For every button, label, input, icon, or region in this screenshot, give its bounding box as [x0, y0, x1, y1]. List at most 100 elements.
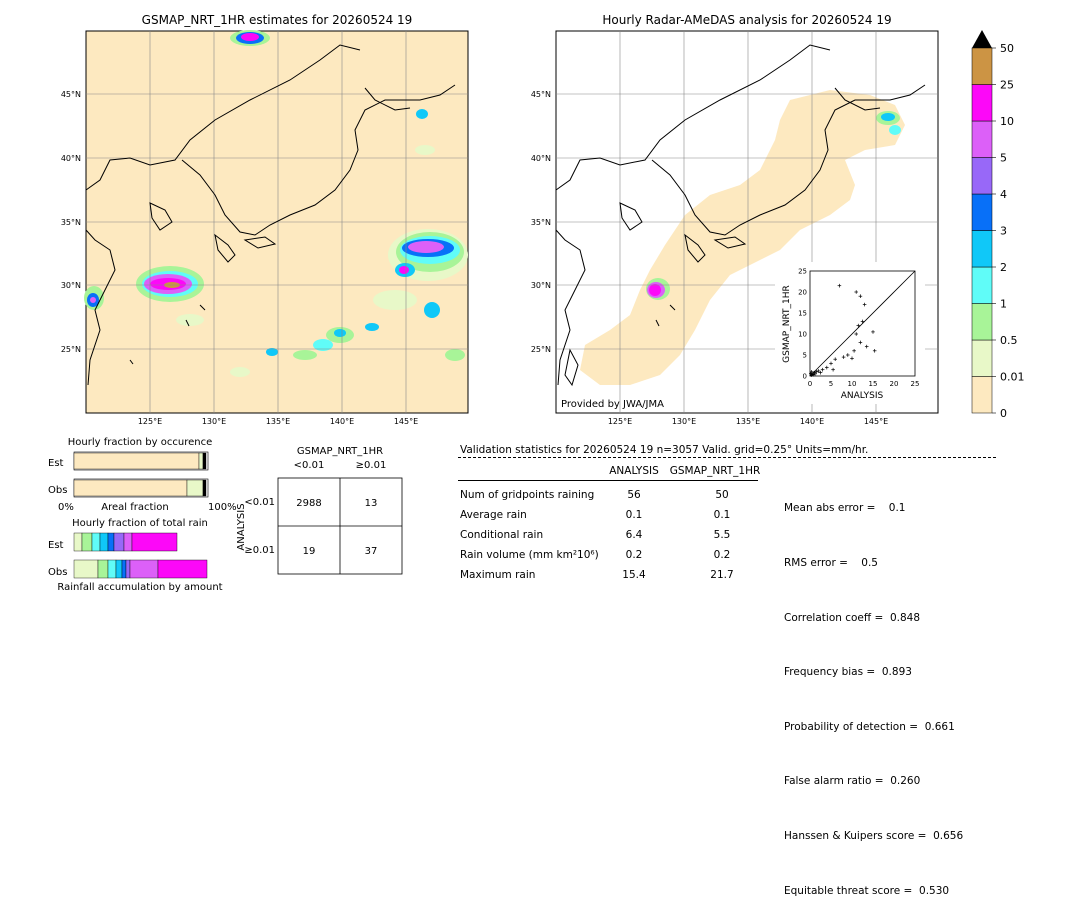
left-map: 45°N 40°N 35°N 30°N 25°N 125°E 130°E 135…: [61, 30, 469, 426]
contingency-col-header: ≥0.01: [355, 460, 387, 471]
right-map-coverage: [580, 90, 905, 385]
right-map-rain: [646, 111, 901, 300]
occurrence-est-bar: [73, 452, 200, 470]
scatter-point: [831, 367, 835, 372]
colorbar-box: [971, 84, 993, 122]
scatter-point: [814, 370, 819, 374]
scatter-x-tick: 25: [911, 380, 920, 388]
scatter-point: [837, 283, 842, 288]
total-row-label: Est: [48, 540, 64, 551]
left-lon-tick: 125°E: [138, 417, 162, 426]
score-line: Mean abs error = 0.1: [784, 502, 906, 515]
right-lat-tick: 45°N: [531, 90, 551, 99]
total-row-label: Obs: [48, 567, 67, 578]
colorbar-box: [971, 47, 993, 85]
right-map-lat-ticks: 45°N 40°N 35°N 30°N 25°N: [531, 90, 551, 354]
colorbar-label: 10: [1000, 115, 1014, 128]
occurrence-row-label: Est: [48, 458, 64, 469]
scatter-point: [846, 353, 850, 357]
scatter-plot: 0 5 10 15 20 25 0 5 10 15 20 25 ANALYSIS GSMAP_NRT…: [775, 262, 925, 404]
contingency-table: ANALYSIS <0.01 ≥0.01 2988 13 19 37: [236, 477, 403, 575]
validation-row: Num of gridpoints raining 56 50: [460, 489, 760, 501]
scatter-point: [872, 349, 877, 353]
left-lon-tick: 130°E: [202, 417, 226, 426]
validation-row: Rain volume (mm km²10⁶) 0.2 0.2: [460, 549, 760, 561]
validation-row-gsmap: 0.2: [713, 549, 731, 561]
scatter-point: [860, 319, 865, 324]
left-lat-tick: 35°N: [61, 218, 81, 227]
left-lon-tick: 145°E: [394, 417, 418, 426]
left-lat-tick: 25°N: [61, 345, 81, 354]
fraction-occurrence-chart: Est Obs 0% Areal fraction 100%: [48, 451, 237, 513]
contingency-row-header: <0.01: [244, 497, 275, 508]
scatter-point: [856, 323, 861, 328]
occurrence-axis-right: 100%: [208, 502, 237, 513]
validation-col-analysis: ANALYSIS: [609, 465, 659, 477]
scatter-point: [858, 294, 863, 298]
scatter-point: [825, 365, 829, 370]
scatter-xlabel: ANALYSIS: [841, 391, 884, 401]
left-map-coastline: [85, 44, 456, 386]
score-line: Equitable threat score = 0.530: [784, 884, 950, 897]
scatter-point: [818, 370, 823, 375]
scatter-x-tick: 5: [829, 380, 833, 388]
score-line: False alarm ratio = 0.260: [784, 775, 921, 788]
contingency-cell: 13: [365, 498, 378, 509]
contingency-col-header: <0.01: [293, 460, 325, 471]
colorbar-label: 3: [1000, 225, 1007, 238]
right-lon-tick: 145°E: [864, 417, 888, 426]
right-lon-tick: 135°E: [736, 417, 760, 426]
scatter-ylabel: GSMAP_NRT_1HR: [782, 285, 792, 363]
score-line: Hanssen & Kuipers score = 0.656: [784, 830, 964, 843]
colorbar: 0 0.01 0.5 1 2 3 4 5 10 25 50: [971, 30, 1025, 420]
scatter-point: [809, 370, 814, 374]
colorbar-extend-arrow: [972, 30, 992, 48]
scatter-point: [833, 357, 837, 361]
colorbar-label: 0.01: [1000, 371, 1025, 384]
scatter-y-tick: 25: [798, 268, 807, 276]
validation-row-label: Num of gridpoints raining: [460, 489, 595, 501]
validation-row-gsmap: 5.5: [713, 529, 731, 541]
scatter-point: [864, 344, 869, 349]
scatter-point: [871, 330, 875, 334]
colorbar-box: [971, 157, 993, 195]
validation-row-analysis: 0.1: [625, 509, 643, 521]
colorbar-box: [971, 230, 993, 268]
validation-col-divider: [458, 480, 758, 481]
right-map-title: Hourly Radar-AMeDAS analysis for 2026052…: [602, 13, 892, 27]
colorbar-label: 5: [1000, 152, 1007, 165]
right-lon-tick: 130°E: [672, 417, 696, 426]
validation-row-analysis: 0.2: [625, 549, 643, 561]
score-line: Frequency bias = 0.893: [784, 666, 912, 679]
left-lat-tick: 45°N: [61, 90, 81, 99]
validation-row: Conditional rain 6.4 5.5: [460, 529, 760, 541]
left-map-rain: [84, 30, 468, 377]
left-map-grid: [86, 31, 468, 413]
contingency-cell: 19: [303, 546, 316, 557]
colorbar-box: [971, 376, 993, 414]
scatter-point: [820, 367, 825, 372]
scatter-point: [854, 290, 858, 294]
validation-scores: Mean abs error = 0.1 RMS error = 0.5 Cor…: [784, 463, 963, 918]
score-line: RMS error = 0.5: [784, 557, 878, 570]
scatter-point: [809, 371, 813, 376]
validation-row-label: Conditional rain: [460, 529, 544, 541]
total-est-bar: [73, 532, 178, 552]
scatter-point: [811, 372, 816, 377]
contingency-cell: 37: [365, 546, 378, 557]
scatter-point: [852, 349, 856, 353]
validation-row-label: Average rain: [460, 509, 527, 521]
validation-row: Maximum rain 15.4 21.7: [460, 569, 760, 581]
validation-row-label: Maximum rain: [460, 569, 536, 581]
scatter-point: [809, 373, 814, 377]
scatter-x-tick: 20: [890, 380, 899, 388]
validation-row-label: Rain volume (mm km²10⁶): [460, 549, 599, 561]
right-lon-tick: 125°E: [608, 417, 632, 426]
scatter-point: [858, 340, 863, 345]
scatter-point: [816, 369, 821, 373]
colorbar-label: 0: [1000, 407, 1007, 420]
validation-row-analysis: 15.4: [622, 569, 646, 581]
left-map-lon-ticks: 125°E 130°E 135°E 140°E 145°E: [138, 417, 418, 426]
validation-divider: [458, 457, 996, 458]
contingency-title: GSMAP_NRT_1HR: [296, 446, 384, 457]
